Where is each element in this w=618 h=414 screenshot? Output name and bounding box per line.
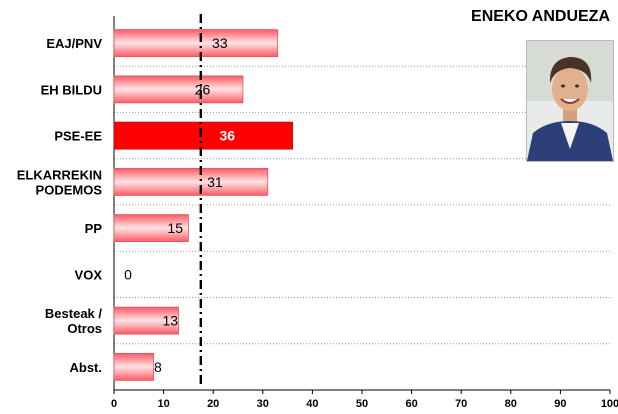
category-label: PP — [85, 221, 103, 236]
category-label: PSE-EE — [54, 129, 102, 144]
category-label: Abst. — [70, 360, 103, 375]
bar — [113, 121, 293, 150]
x-tick-label: 100 — [601, 398, 618, 410]
x-tick-label: 30 — [257, 398, 269, 410]
x-tick-label: 40 — [306, 398, 318, 410]
category-label: VOX — [75, 267, 103, 282]
chart-title: ENEKO ANDUEZA — [471, 8, 610, 25]
bar — [113, 75, 244, 104]
bar — [113, 29, 279, 58]
x-tick-label: 60 — [405, 398, 417, 410]
bar — [113, 214, 189, 243]
value-label: 36 — [219, 128, 235, 144]
value-label: 8 — [154, 359, 162, 375]
x-tick-label: 10 — [157, 398, 169, 410]
category-label: Besteak / — [45, 306, 102, 321]
value-label: 31 — [207, 174, 223, 190]
bar — [113, 352, 155, 381]
x-tick-label: 90 — [554, 398, 566, 410]
bar — [113, 306, 179, 335]
value-label: 26 — [195, 81, 211, 97]
category-label: EH BILDU — [41, 82, 102, 97]
bar — [113, 167, 269, 196]
x-tick-label: 0 — [111, 398, 117, 410]
category-label: Otros — [67, 321, 102, 336]
category-label: EAJ/PNV — [46, 36, 102, 51]
x-tick-label: 80 — [505, 398, 517, 410]
value-label: 13 — [162, 313, 178, 329]
person-portrait-icon — [526, 40, 614, 162]
category-label: ELKARREKIN — [17, 167, 102, 182]
bars — [113, 29, 293, 381]
axes: 0 10 20 30 40 50 60 70 80 90 100 — [111, 16, 618, 410]
value-label: 15 — [167, 220, 183, 236]
value-label: 0 — [124, 266, 132, 282]
labels: EAJ/PNV 33 EH BILDU 26 PSE-EE 36 ELKARREKINPOD… — [17, 35, 236, 375]
x-tick-label: 50 — [356, 398, 368, 410]
value-label: 33 — [212, 35, 228, 51]
category-label: PODEMOS — [36, 182, 103, 197]
x-tick-label: 20 — [207, 398, 219, 410]
x-tick-label: 70 — [455, 398, 467, 410]
